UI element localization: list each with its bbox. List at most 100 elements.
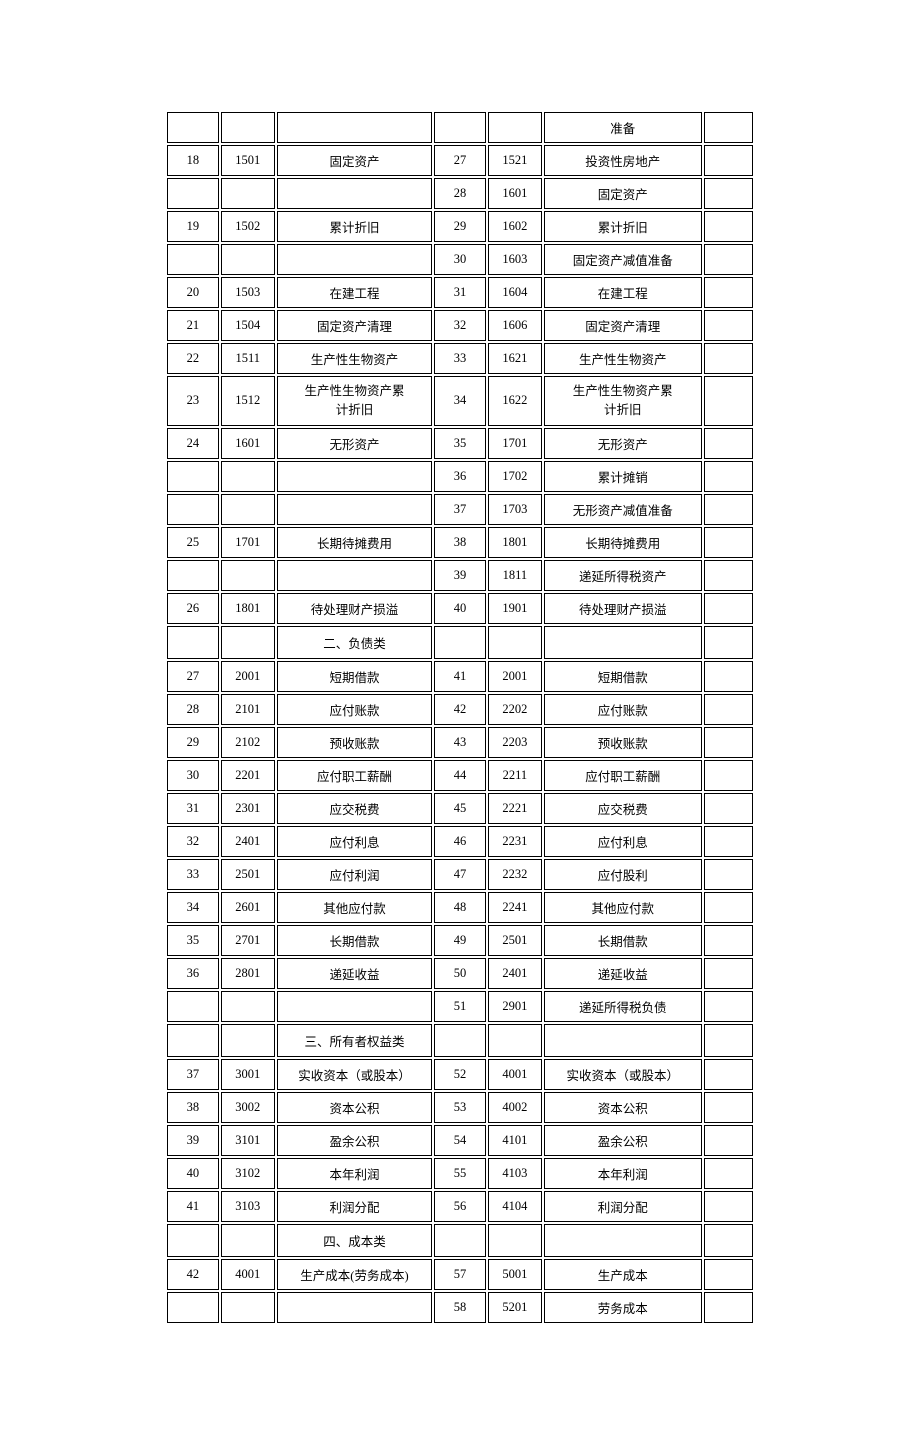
table-row: 231512生产性生物资产累计折旧341622生产性生物资产累计折旧 [167, 376, 753, 426]
table-row: 371703无形资产减值准备 [167, 494, 753, 525]
cell-code_a: 2101 [221, 694, 275, 725]
cell-code_a: 2001 [221, 661, 275, 692]
cell-code_a [221, 112, 275, 143]
cell-name_b [544, 1024, 702, 1057]
cell-idx_b: 40 [434, 593, 486, 624]
cell-code_b: 2203 [488, 727, 542, 758]
cell-empty [704, 1092, 753, 1123]
cell-idx_b: 46 [434, 826, 486, 857]
cell-name_a: 固定资产清理 [277, 310, 432, 341]
cell-idx_a: 36 [167, 958, 219, 989]
cell-name_a: 在建工程 [277, 277, 432, 308]
table-row: 362801递延收益502401递延收益 [167, 958, 753, 989]
table-row: 403102本年利润554103本年利润 [167, 1158, 753, 1189]
accounting-subjects-table: 准备181501固定资产271521投资性房地产281601固定资产191502… [165, 110, 755, 1325]
cell-idx_a: 29 [167, 727, 219, 758]
cell-code_a: 1511 [221, 343, 275, 374]
cell-name_b: 投资性房地产 [544, 145, 702, 176]
table-row: 312301应交税费452221应交税费 [167, 793, 753, 824]
cell-idx_a [167, 178, 219, 209]
cell-idx_b: 45 [434, 793, 486, 824]
cell-empty [704, 244, 753, 275]
cell-idx_b: 30 [434, 244, 486, 275]
table-row: 393101盈余公积544101盈余公积 [167, 1125, 753, 1156]
cell-name_b: 递延所得税负债 [544, 991, 702, 1022]
cell-name_a: 三、所有者权益类 [277, 1024, 432, 1057]
cell-name_a: 累计折旧 [277, 211, 432, 242]
cell-code_b: 1622 [488, 376, 542, 426]
cell-idx_b: 37 [434, 494, 486, 525]
cell-code_a: 1512 [221, 376, 275, 426]
cell-code_b: 2401 [488, 958, 542, 989]
table-row: 512901递延所得税负债 [167, 991, 753, 1022]
cell-idx_b: 44 [434, 760, 486, 791]
cell-idx_b: 27 [434, 145, 486, 176]
cell-idx_a: 21 [167, 310, 219, 341]
cell-code_a [221, 1224, 275, 1257]
cell-empty [704, 1224, 753, 1257]
cell-idx_b: 54 [434, 1125, 486, 1156]
cell-empty [704, 593, 753, 624]
cell-code_b: 1602 [488, 211, 542, 242]
cell-code_a: 2401 [221, 826, 275, 857]
cell-idx_b: 49 [434, 925, 486, 956]
cell-empty [704, 1024, 753, 1057]
cell-code_b: 1603 [488, 244, 542, 275]
table-row: 292102预收账款432203预收账款 [167, 727, 753, 758]
cell-code_b: 5001 [488, 1259, 542, 1290]
cell-name_b: 待处理财产损溢 [544, 593, 702, 624]
table-row: 二、负债类 [167, 626, 753, 659]
cell-idx_a [167, 494, 219, 525]
cell-empty [704, 859, 753, 890]
cell-code_a [221, 461, 275, 492]
cell-code_b: 1703 [488, 494, 542, 525]
cell-name_b [544, 1224, 702, 1257]
cell-name_b: 递延所得税资产 [544, 560, 702, 591]
cell-idx_b: 36 [434, 461, 486, 492]
cell-empty [704, 277, 753, 308]
cell-idx_a: 18 [167, 145, 219, 176]
cell-name_b: 利润分配 [544, 1191, 702, 1222]
table-row: 四、成本类 [167, 1224, 753, 1257]
cell-idx_a [167, 1224, 219, 1257]
table-row: 251701长期待摊费用381801长期待摊费用 [167, 527, 753, 558]
cell-code_b [488, 1024, 542, 1057]
cell-code_a [221, 1024, 275, 1057]
cell-name_a: 其他应付款 [277, 892, 432, 923]
cell-code_b: 1606 [488, 310, 542, 341]
cell-code_b: 2232 [488, 859, 542, 890]
cell-idx_b: 55 [434, 1158, 486, 1189]
cell-idx_b: 56 [434, 1191, 486, 1222]
cell-name_b: 应付利息 [544, 826, 702, 857]
cell-code_b: 2001 [488, 661, 542, 692]
cell-code_a: 3102 [221, 1158, 275, 1189]
cell-code_b: 1811 [488, 560, 542, 591]
table-row: 181501固定资产271521投资性房地产 [167, 145, 753, 176]
table-row: 413103利润分配564104利润分配 [167, 1191, 753, 1222]
table-row: 302201应付职工薪酬442211应付职工薪酬 [167, 760, 753, 791]
cell-idx_b: 39 [434, 560, 486, 591]
cell-code_a: 2301 [221, 793, 275, 824]
cell-name_b: 固定资产 [544, 178, 702, 209]
cell-name_a [277, 991, 432, 1022]
cell-name_a: 利润分配 [277, 1191, 432, 1222]
cell-name_b: 无形资产减值准备 [544, 494, 702, 525]
cell-name_b: 准备 [544, 112, 702, 143]
cell-empty [704, 1191, 753, 1222]
cell-name_a: 二、负债类 [277, 626, 432, 659]
cell-idx_b: 57 [434, 1259, 486, 1290]
table-row: 352701长期借款492501长期借款 [167, 925, 753, 956]
cell-code_b: 2221 [488, 793, 542, 824]
cell-idx_b: 38 [434, 527, 486, 558]
cell-idx_a: 42 [167, 1259, 219, 1290]
cell-idx_b: 47 [434, 859, 486, 890]
cell-idx_a: 31 [167, 793, 219, 824]
cell-idx_a: 38 [167, 1092, 219, 1123]
cell-code_a [221, 244, 275, 275]
cell-code_a [221, 1292, 275, 1323]
cell-name_b: 其他应付款 [544, 892, 702, 923]
cell-name_a: 应交税费 [277, 793, 432, 824]
cell-idx_a: 41 [167, 1191, 219, 1222]
cell-name_a [277, 1292, 432, 1323]
cell-empty [704, 145, 753, 176]
